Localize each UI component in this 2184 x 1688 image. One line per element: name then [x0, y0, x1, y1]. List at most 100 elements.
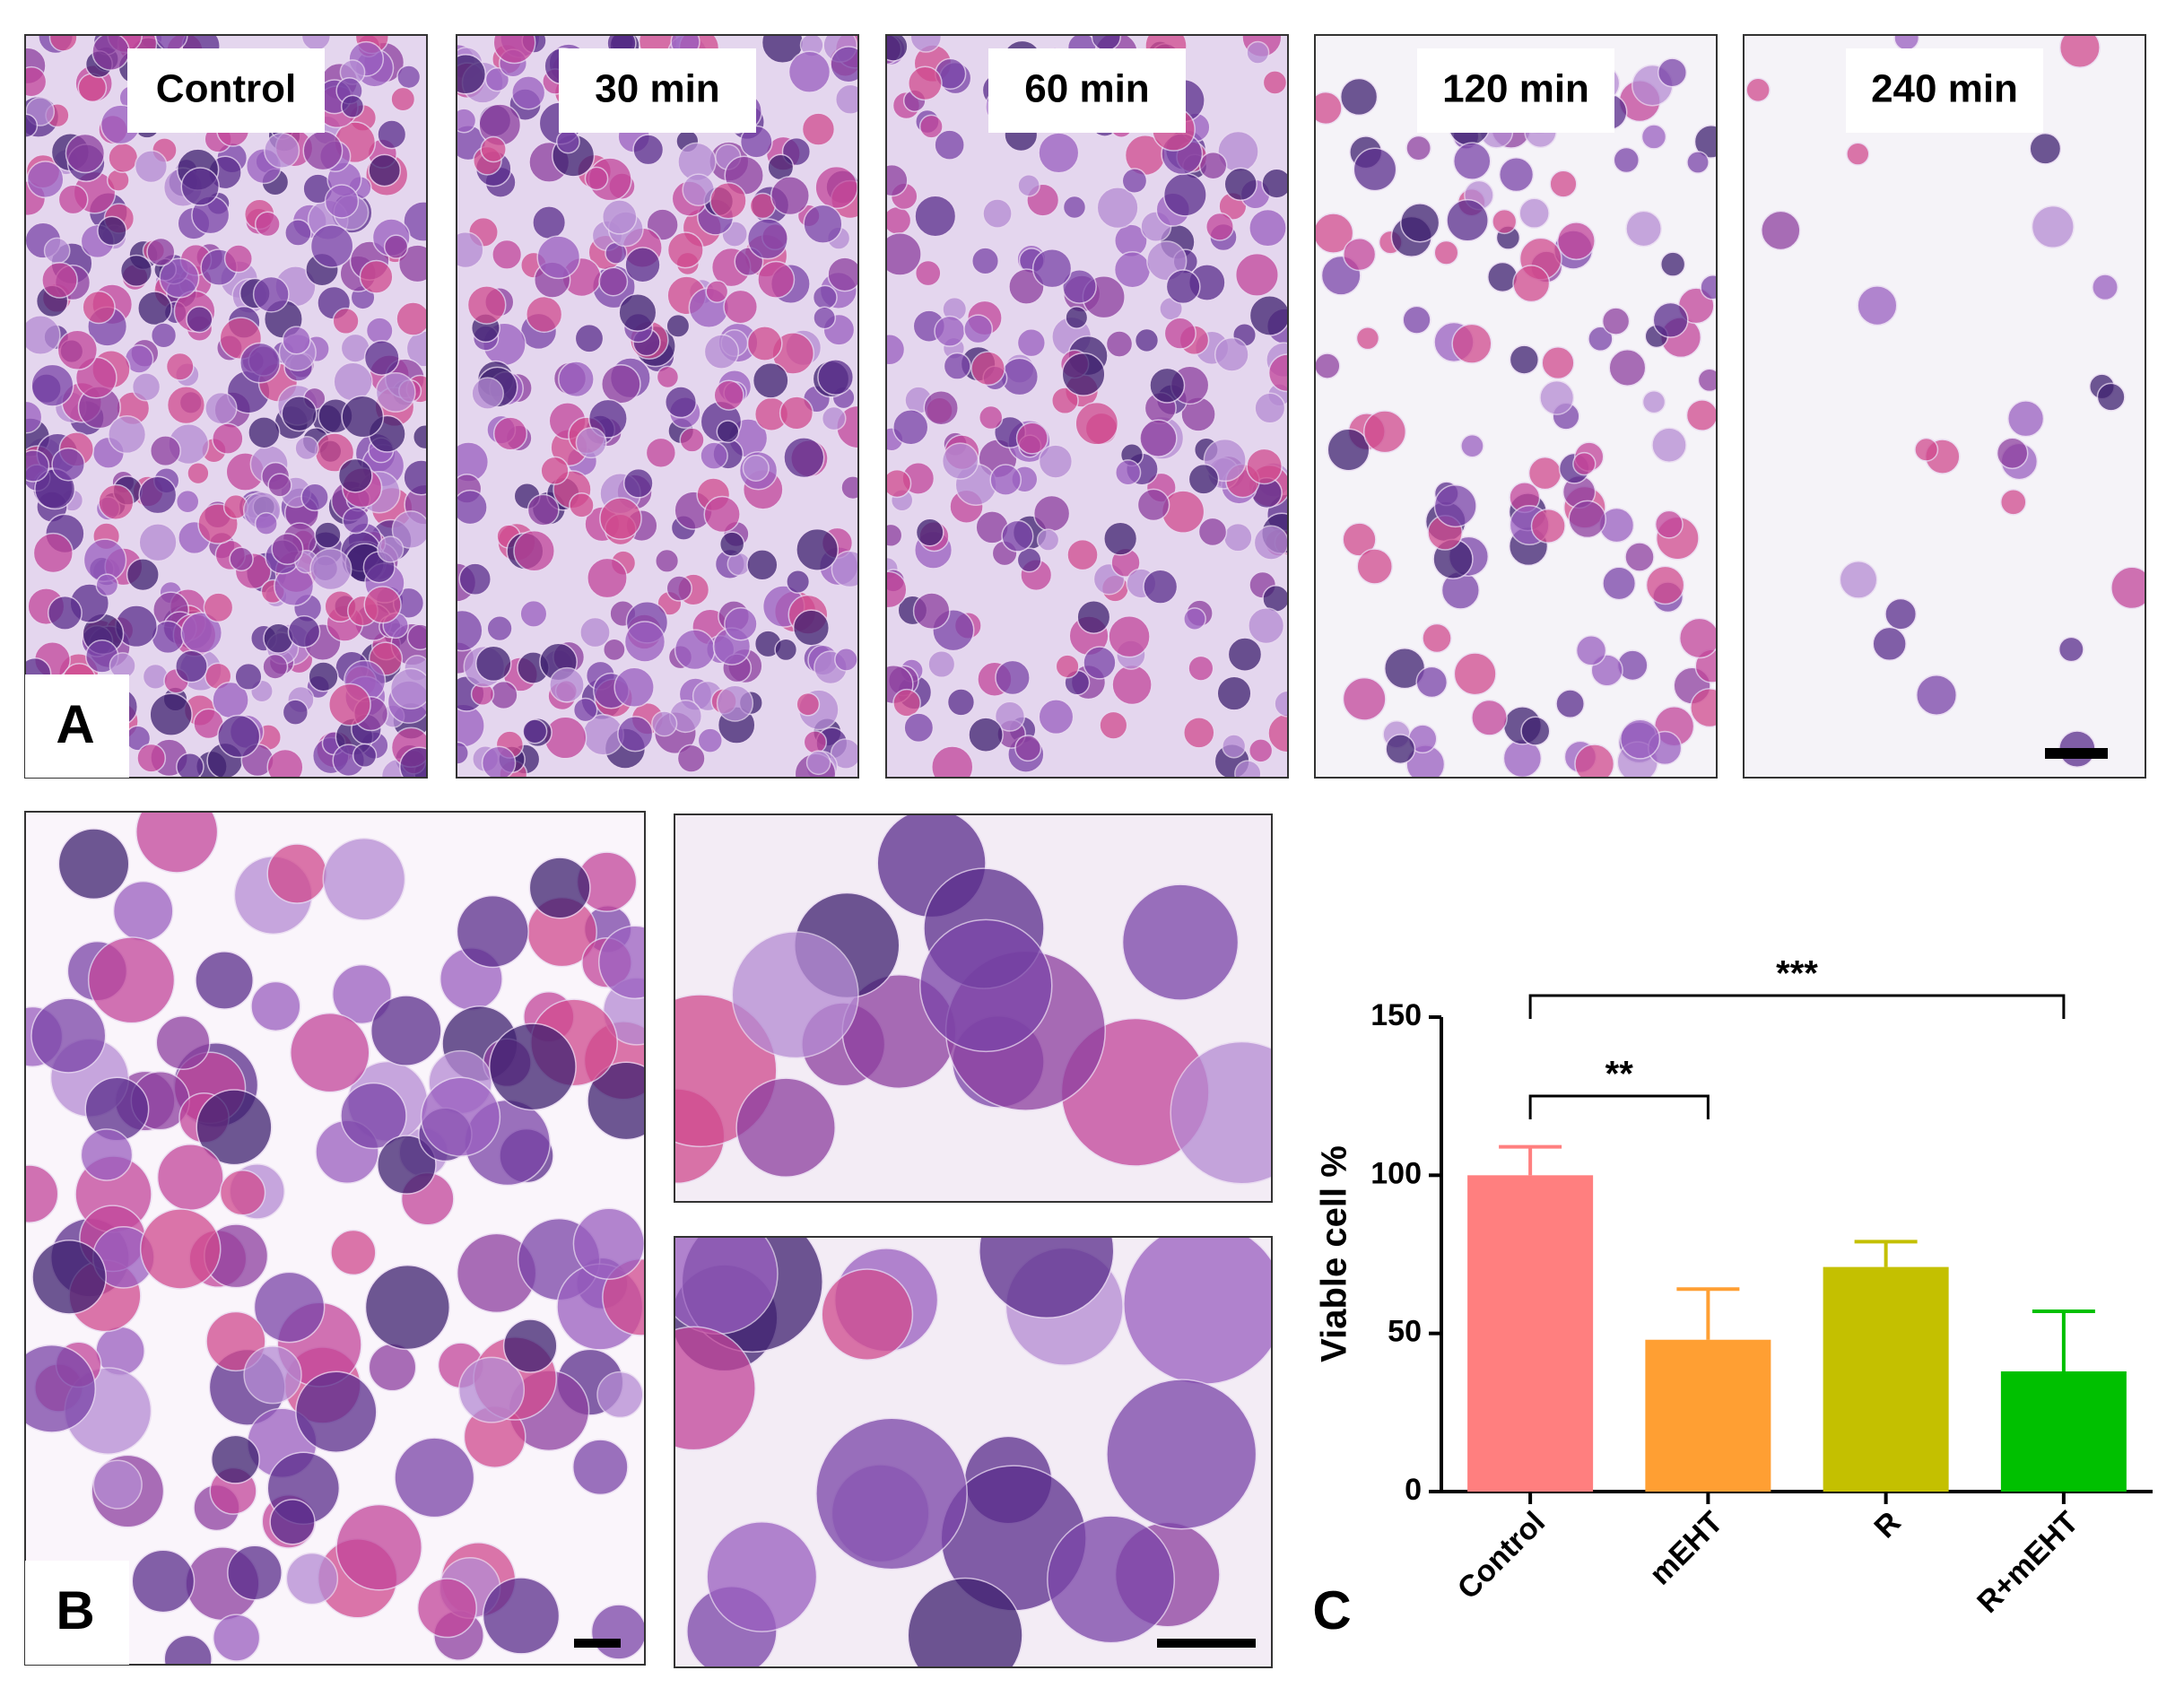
cell [1162, 172, 1207, 217]
cell [1415, 666, 1449, 699]
cell [389, 667, 427, 709]
cell [368, 153, 402, 187]
cell [1091, 35, 1122, 52]
cell [458, 562, 492, 596]
cell [377, 535, 405, 563]
cell [1555, 689, 1585, 719]
cell [1103, 521, 1138, 556]
cell [934, 129, 965, 161]
cell [333, 361, 373, 402]
label-box [127, 48, 325, 133]
cell [1872, 626, 1907, 662]
cell [1017, 173, 1040, 197]
cell [1399, 203, 1440, 243]
cell [1405, 135, 1431, 161]
scale-bar [1157, 1639, 1256, 1648]
cell [970, 247, 1000, 275]
cell [718, 531, 745, 557]
label-box [1417, 48, 1614, 133]
cell [1223, 167, 1258, 202]
cell [674, 629, 716, 671]
cell [723, 289, 759, 325]
cell [227, 1544, 283, 1601]
cell [1568, 500, 1607, 539]
cell [1588, 326, 1614, 352]
cell [134, 150, 169, 184]
cell [831, 550, 858, 588]
y-tick-label: 0 [1405, 1473, 1422, 1507]
cell [1254, 392, 1286, 424]
cell [196, 1089, 273, 1166]
cell [1223, 522, 1253, 553]
micrograph [1744, 35, 2145, 778]
micrograph-border [674, 1236, 1273, 1668]
cell [596, 1370, 644, 1419]
cell [175, 649, 208, 683]
cell [1451, 323, 1492, 364]
cell [149, 435, 182, 467]
cell [155, 1014, 211, 1070]
cell [1353, 147, 1397, 192]
cell [927, 650, 956, 679]
cell [963, 314, 994, 344]
cell [666, 575, 693, 602]
cell [1227, 637, 1263, 672]
cell [457, 1356, 526, 1423]
cell [180, 612, 223, 654]
cell [1315, 213, 1354, 254]
cell [1839, 560, 1878, 599]
cell [746, 218, 788, 260]
cell [1205, 212, 1234, 241]
y-axis-label: Viable cell % [1315, 1145, 1354, 1362]
cell [584, 166, 609, 191]
cell [26, 161, 65, 199]
cell [126, 558, 160, 592]
micrograph-border [456, 34, 859, 779]
cell [618, 293, 657, 333]
cell [934, 315, 966, 347]
cell [587, 1061, 645, 1141]
cell [1214, 336, 1249, 372]
cell [532, 205, 567, 240]
cell [1051, 387, 1079, 415]
cell [1641, 389, 1666, 414]
cell [796, 692, 821, 717]
cell [195, 951, 254, 1010]
cell [1249, 208, 1287, 248]
cell [1893, 35, 1920, 51]
cell [651, 710, 678, 737]
cell [787, 50, 831, 93]
cell [746, 549, 779, 581]
cell [1509, 344, 1540, 375]
cell [827, 257, 858, 292]
label-box [988, 48, 1186, 133]
cell [886, 523, 903, 548]
cell [1530, 508, 1566, 544]
cell [77, 73, 108, 103]
scale-bar [574, 1639, 621, 1648]
cell [886, 205, 912, 235]
cell [1745, 77, 1771, 103]
time-label: 120 min [1442, 67, 1589, 111]
cell [817, 359, 855, 396]
cell [1234, 760, 1262, 778]
cell [1015, 422, 1048, 455]
cell [943, 352, 971, 380]
cell [1096, 187, 1139, 230]
cell [43, 237, 71, 265]
cell [406, 623, 427, 651]
micrograph-border [1314, 34, 1718, 779]
cell [282, 699, 309, 726]
cell [359, 259, 394, 294]
cell [203, 592, 234, 623]
cell [1362, 410, 1407, 454]
cell [1678, 617, 1717, 659]
cell [287, 614, 321, 648]
cell [248, 416, 281, 449]
cell [909, 35, 943, 53]
cell [1248, 738, 1274, 763]
cell [555, 129, 580, 154]
cell [1697, 368, 1717, 393]
cell [528, 857, 591, 919]
cell [914, 195, 957, 238]
